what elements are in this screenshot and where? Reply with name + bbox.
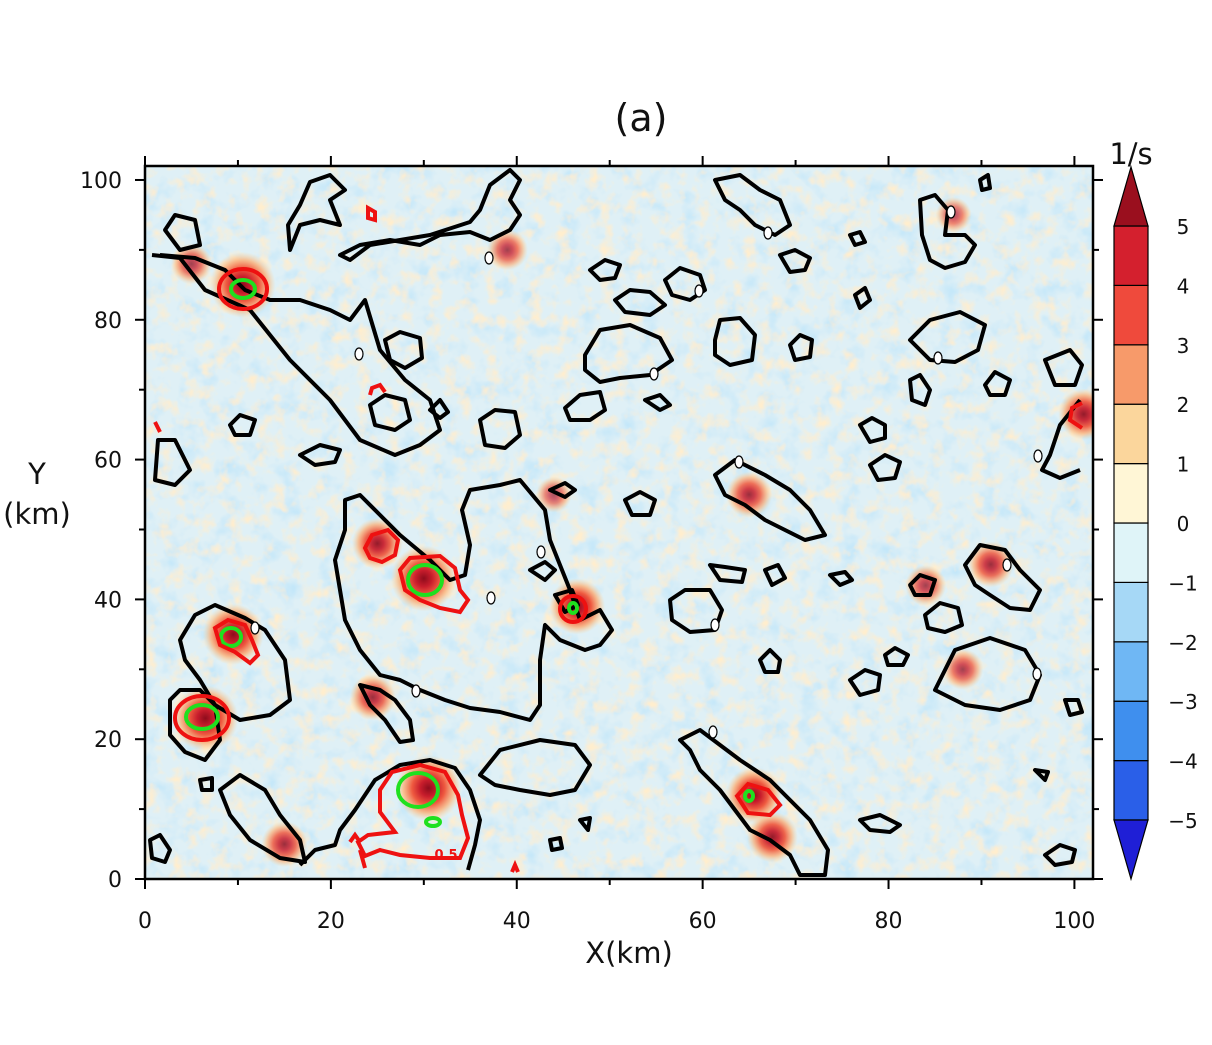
red-contours bbox=[153, 204, 1084, 873]
colorbar-label-8: 3 bbox=[1177, 334, 1190, 358]
y-axis-label-line2: (km) bbox=[3, 497, 71, 531]
y-axis-label-line1: Y bbox=[27, 457, 46, 491]
x-axis-label: X(km) bbox=[585, 936, 673, 970]
plot-frame bbox=[143, 164, 1095, 881]
chart-title: (a) bbox=[615, 96, 668, 140]
green-contours bbox=[184, 278, 755, 828]
colorbar: −5 −4 −3 −2 −1 0 1 2 3 4 5 bbox=[1113, 164, 1198, 882]
colorbar-extend-high bbox=[1113, 164, 1149, 227]
colorbar-label-10: 5 bbox=[1177, 215, 1190, 239]
y-tick-label-80: 80 bbox=[94, 309, 122, 334]
y-tick-label-20: 20 bbox=[94, 728, 122, 753]
x-tick-label-100: 100 bbox=[1053, 909, 1095, 934]
y-tick-label-40: 40 bbox=[94, 588, 122, 613]
heatmap-peak-8 bbox=[1058, 388, 1093, 440]
y-tick-label-60: 60 bbox=[94, 449, 122, 474]
small-zero-contours bbox=[250, 205, 1043, 739]
heatmap-peak-18 bbox=[170, 243, 212, 285]
colorbar-box-4 bbox=[1113, 522, 1149, 584]
x-tick-label-0: 0 bbox=[138, 909, 152, 934]
colorbar-label-7: 2 bbox=[1177, 393, 1190, 417]
colorbar-label-6: 1 bbox=[1177, 453, 1190, 477]
colorbar-label-9: 4 bbox=[1177, 274, 1190, 298]
colorbar-box-1 bbox=[1113, 700, 1149, 762]
heatmap-texture bbox=[145, 166, 1093, 879]
contour-label-red: 0.5 bbox=[434, 848, 457, 863]
colorbar-box-5 bbox=[1113, 463, 1149, 524]
colorbar-box-0 bbox=[1113, 759, 1149, 821]
colorbar-label-3: −2 bbox=[1168, 631, 1197, 655]
colorbar-label-0: −5 bbox=[1168, 809, 1197, 833]
colorbar-extend-low bbox=[1113, 819, 1149, 882]
colorbar-label-5: 0 bbox=[1177, 512, 1190, 536]
x-tick-label-80: 80 bbox=[875, 909, 903, 934]
colorbar-box-8 bbox=[1113, 284, 1149, 346]
colorbar-box-6 bbox=[1113, 403, 1149, 465]
colorbar-box-9 bbox=[1113, 225, 1149, 287]
colorbar-box-2 bbox=[1113, 641, 1149, 702]
colorbar-label-1: −4 bbox=[1168, 750, 1197, 774]
y-tick-label-100: 100 bbox=[80, 169, 122, 194]
black-contours bbox=[148, 168, 1084, 877]
axes: 0 20 40 60 80 100 0 20 40 60 80 100 bbox=[80, 156, 1103, 934]
heatmap-peak-14 bbox=[942, 648, 984, 690]
heatmap-peak-12 bbox=[726, 471, 773, 518]
colorbar-units: 1/s bbox=[1109, 137, 1152, 171]
y-tick-label-0: 0 bbox=[108, 868, 122, 893]
heatmap-peak-13 bbox=[967, 541, 1014, 588]
heatmap-peak-15 bbox=[486, 229, 528, 271]
x-tick-label-40: 40 bbox=[503, 909, 531, 934]
colorbar-label-4: −1 bbox=[1168, 571, 1197, 595]
colorbar-box-7 bbox=[1113, 344, 1149, 405]
colorbar-box-3 bbox=[1113, 581, 1149, 643]
x-tick-label-60: 60 bbox=[689, 909, 717, 934]
x-tick-label-20: 20 bbox=[317, 909, 345, 934]
colorbar-label-2: −3 bbox=[1168, 690, 1197, 714]
